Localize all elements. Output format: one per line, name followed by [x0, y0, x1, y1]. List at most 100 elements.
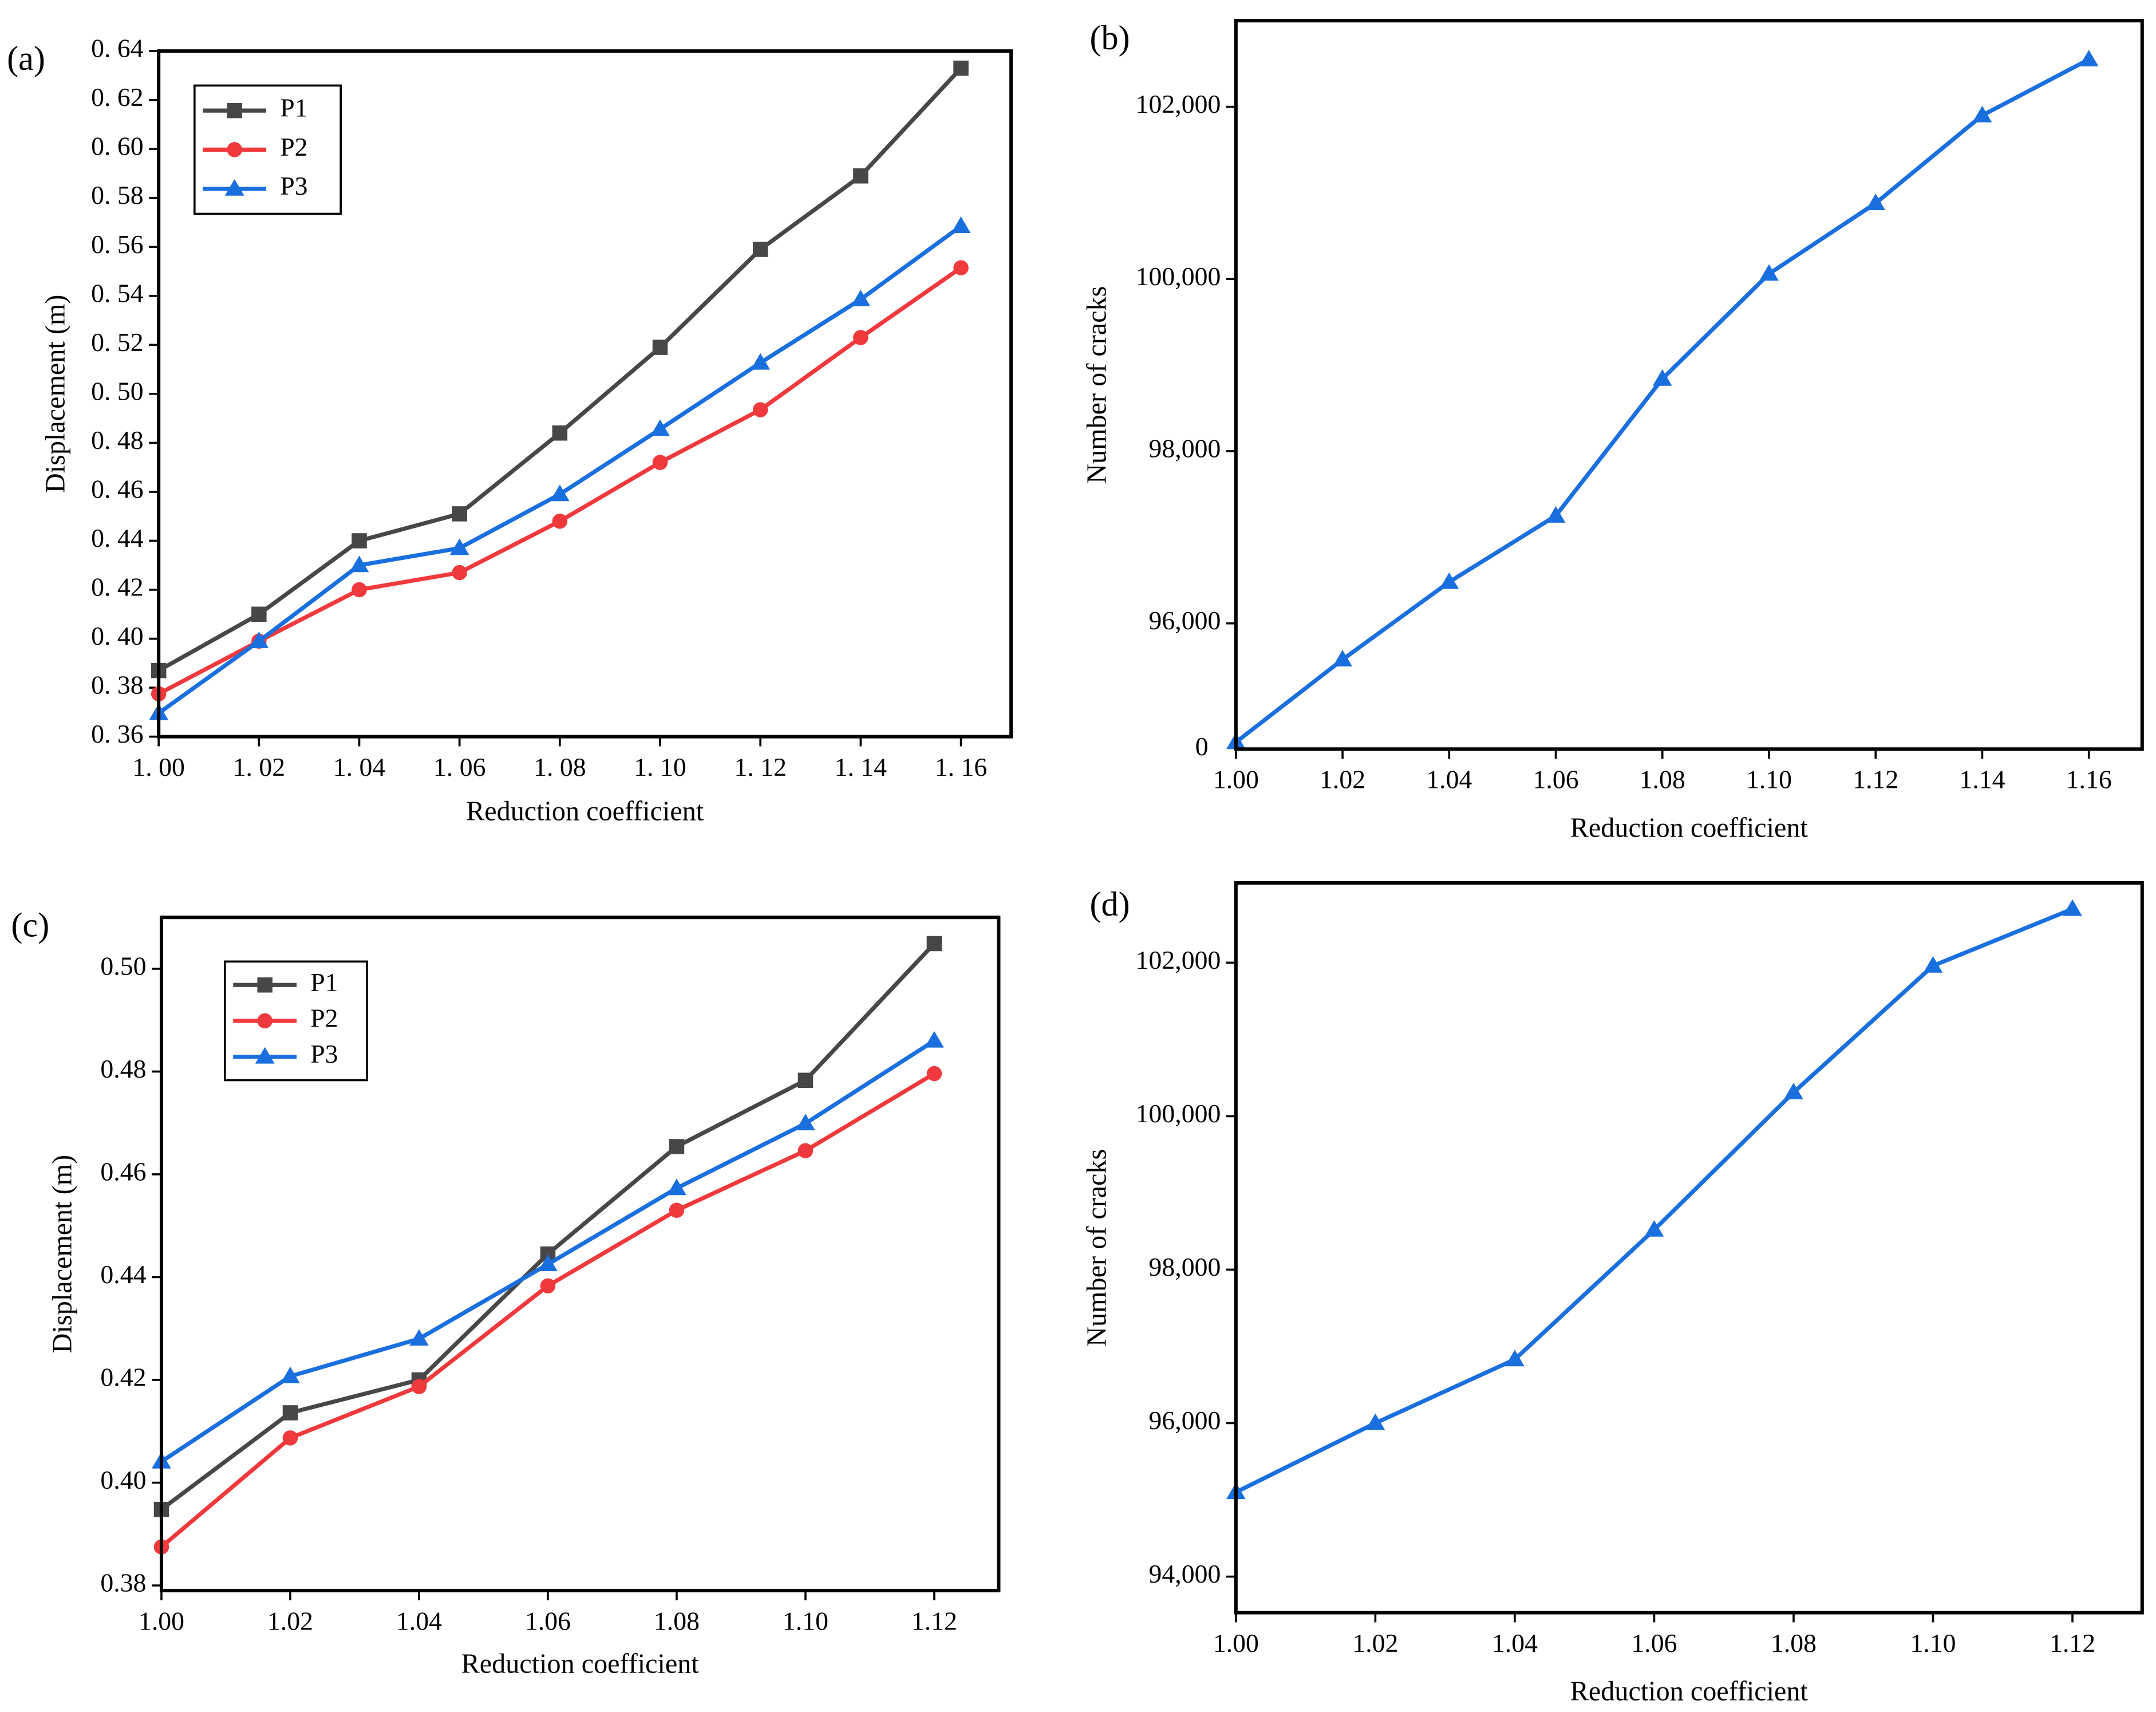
axis-break-label: 0	[1195, 732, 1209, 761]
x-tick-label: 1.08	[1640, 765, 1685, 794]
x-tick-label: 1.10	[1910, 1628, 1956, 1658]
data-point	[352, 582, 367, 598]
panel-label: (c)	[11, 906, 49, 944]
data-point	[853, 168, 868, 184]
y-tick-label: 0.50	[100, 951, 146, 980]
data-point	[1505, 1350, 1525, 1367]
x-tick-label: 1. 00	[132, 752, 185, 782]
data-point	[1784, 1082, 1803, 1099]
y-tick-label: 102,000	[1136, 945, 1221, 975]
x-tick-label: 1.12	[2050, 1628, 2095, 1658]
data-point	[926, 936, 942, 952]
y-tick-label: 0. 64	[91, 34, 144, 63]
data-point	[409, 1329, 429, 1346]
panel-label: (a)	[7, 40, 45, 78]
x-tick-label: 1.00	[1213, 1628, 1259, 1658]
x-tick-label: 1.10	[1746, 765, 1792, 794]
y-tick-label: 0. 54	[91, 278, 144, 307]
data-point	[1644, 1220, 1664, 1237]
data-point	[1439, 572, 1459, 589]
y-tick-label: 0. 46	[91, 474, 144, 503]
x-tick-label: 1.06	[525, 1606, 571, 1635]
data-point	[925, 1031, 944, 1048]
data-point	[552, 514, 568, 529]
y-tick-label: 0. 40	[91, 621, 144, 650]
data-point	[652, 340, 668, 355]
data-point	[796, 1114, 815, 1131]
data-point	[452, 506, 467, 522]
data-point	[540, 1278, 556, 1293]
y-axis-label: Displacement (m)	[47, 1155, 77, 1353]
data-point	[797, 1143, 814, 1158]
data-point	[1652, 369, 1672, 386]
x-tick-label: 1.08	[1771, 1628, 1817, 1658]
data-point	[452, 565, 467, 581]
x-tick-label: 1. 06	[433, 752, 486, 782]
data-point	[752, 242, 768, 257]
y-tick-label: 96,000	[1149, 1406, 1221, 1435]
legend-label: P3	[310, 1039, 338, 1068]
legend-label: P2	[310, 1003, 338, 1032]
x-tick-label: 1.02	[1352, 1628, 1398, 1658]
x-tick-label: 1.06	[1631, 1628, 1677, 1658]
x-tick-label: 1.08	[654, 1606, 700, 1635]
plot-frame	[1234, 19, 2144, 751]
y-tick-label: 98,000	[1149, 1252, 1221, 1281]
y-tick-label: 0. 52	[91, 328, 144, 357]
y-tick-label: 0.46	[100, 1157, 146, 1186]
x-tick-label: 1. 08	[534, 752, 586, 782]
y-tick-label: 0.40	[100, 1465, 146, 1494]
y-tick-label: 0. 38	[91, 670, 144, 700]
y-tick-label: 0. 48	[91, 425, 144, 455]
y-tick-label: 0. 36	[91, 719, 144, 748]
data-point	[953, 260, 969, 275]
data-point	[751, 353, 771, 370]
data-point	[282, 1405, 298, 1421]
data-point	[926, 1066, 942, 1082]
data-point	[1365, 1413, 1385, 1430]
y-tick-label: 0. 50	[91, 376, 144, 405]
x-tick-label: 1.04	[396, 1606, 442, 1635]
y-tick-label: 0. 60	[91, 132, 144, 161]
data-point	[411, 1379, 427, 1394]
legend-marker	[227, 102, 242, 119]
y-tick-label: 0. 42	[91, 572, 144, 601]
plot-frame	[1234, 881, 2144, 1615]
data-point	[249, 631, 269, 648]
x-tick-label: 1.02	[1320, 765, 1365, 794]
x-tick-label: 1.12	[911, 1606, 957, 1635]
y-axis-label: Number of cracks	[1081, 1149, 1112, 1347]
y-tick-label: 0.48	[100, 1054, 146, 1083]
y-tick-label: 0. 58	[91, 180, 144, 210]
legend-marker	[227, 142, 242, 157]
panel-label: (b)	[1089, 19, 1130, 57]
legend-label: P2	[280, 132, 307, 161]
y-tick-label: 0. 44	[91, 523, 144, 553]
panel-label: (d)	[1089, 885, 1130, 924]
x-tick-label: 1.06	[1533, 765, 1579, 794]
data-point	[1866, 194, 1886, 210]
legend-marker	[224, 179, 244, 196]
series-line	[160, 1071, 935, 1549]
data-point	[349, 555, 369, 573]
y-axis-label: Displacement (m)	[40, 295, 70, 493]
data-point	[1546, 506, 1566, 523]
data-point	[2063, 899, 2082, 916]
data-point	[797, 1072, 814, 1088]
plot-frame	[157, 49, 1013, 739]
x-tick-label: 1. 10	[634, 752, 686, 782]
x-tick-label: 1.02	[267, 1606, 313, 1635]
y-tick-label: 0.38	[100, 1568, 146, 1597]
data-point	[752, 402, 768, 417]
y-tick-label: 0.44	[100, 1260, 146, 1289]
y-tick-label: 100,000	[1136, 1099, 1221, 1128]
x-tick-label: 1.04	[1492, 1628, 1538, 1658]
y-axis-label: Number of cracks	[1081, 286, 1112, 484]
x-tick-label: 1.14	[1959, 765, 2005, 794]
plot-frame	[159, 916, 1001, 1592]
series-line	[157, 266, 962, 696]
x-tick-label: 1.00	[139, 1606, 184, 1635]
x-axis-label: Reduction coefficient	[1570, 812, 1808, 843]
